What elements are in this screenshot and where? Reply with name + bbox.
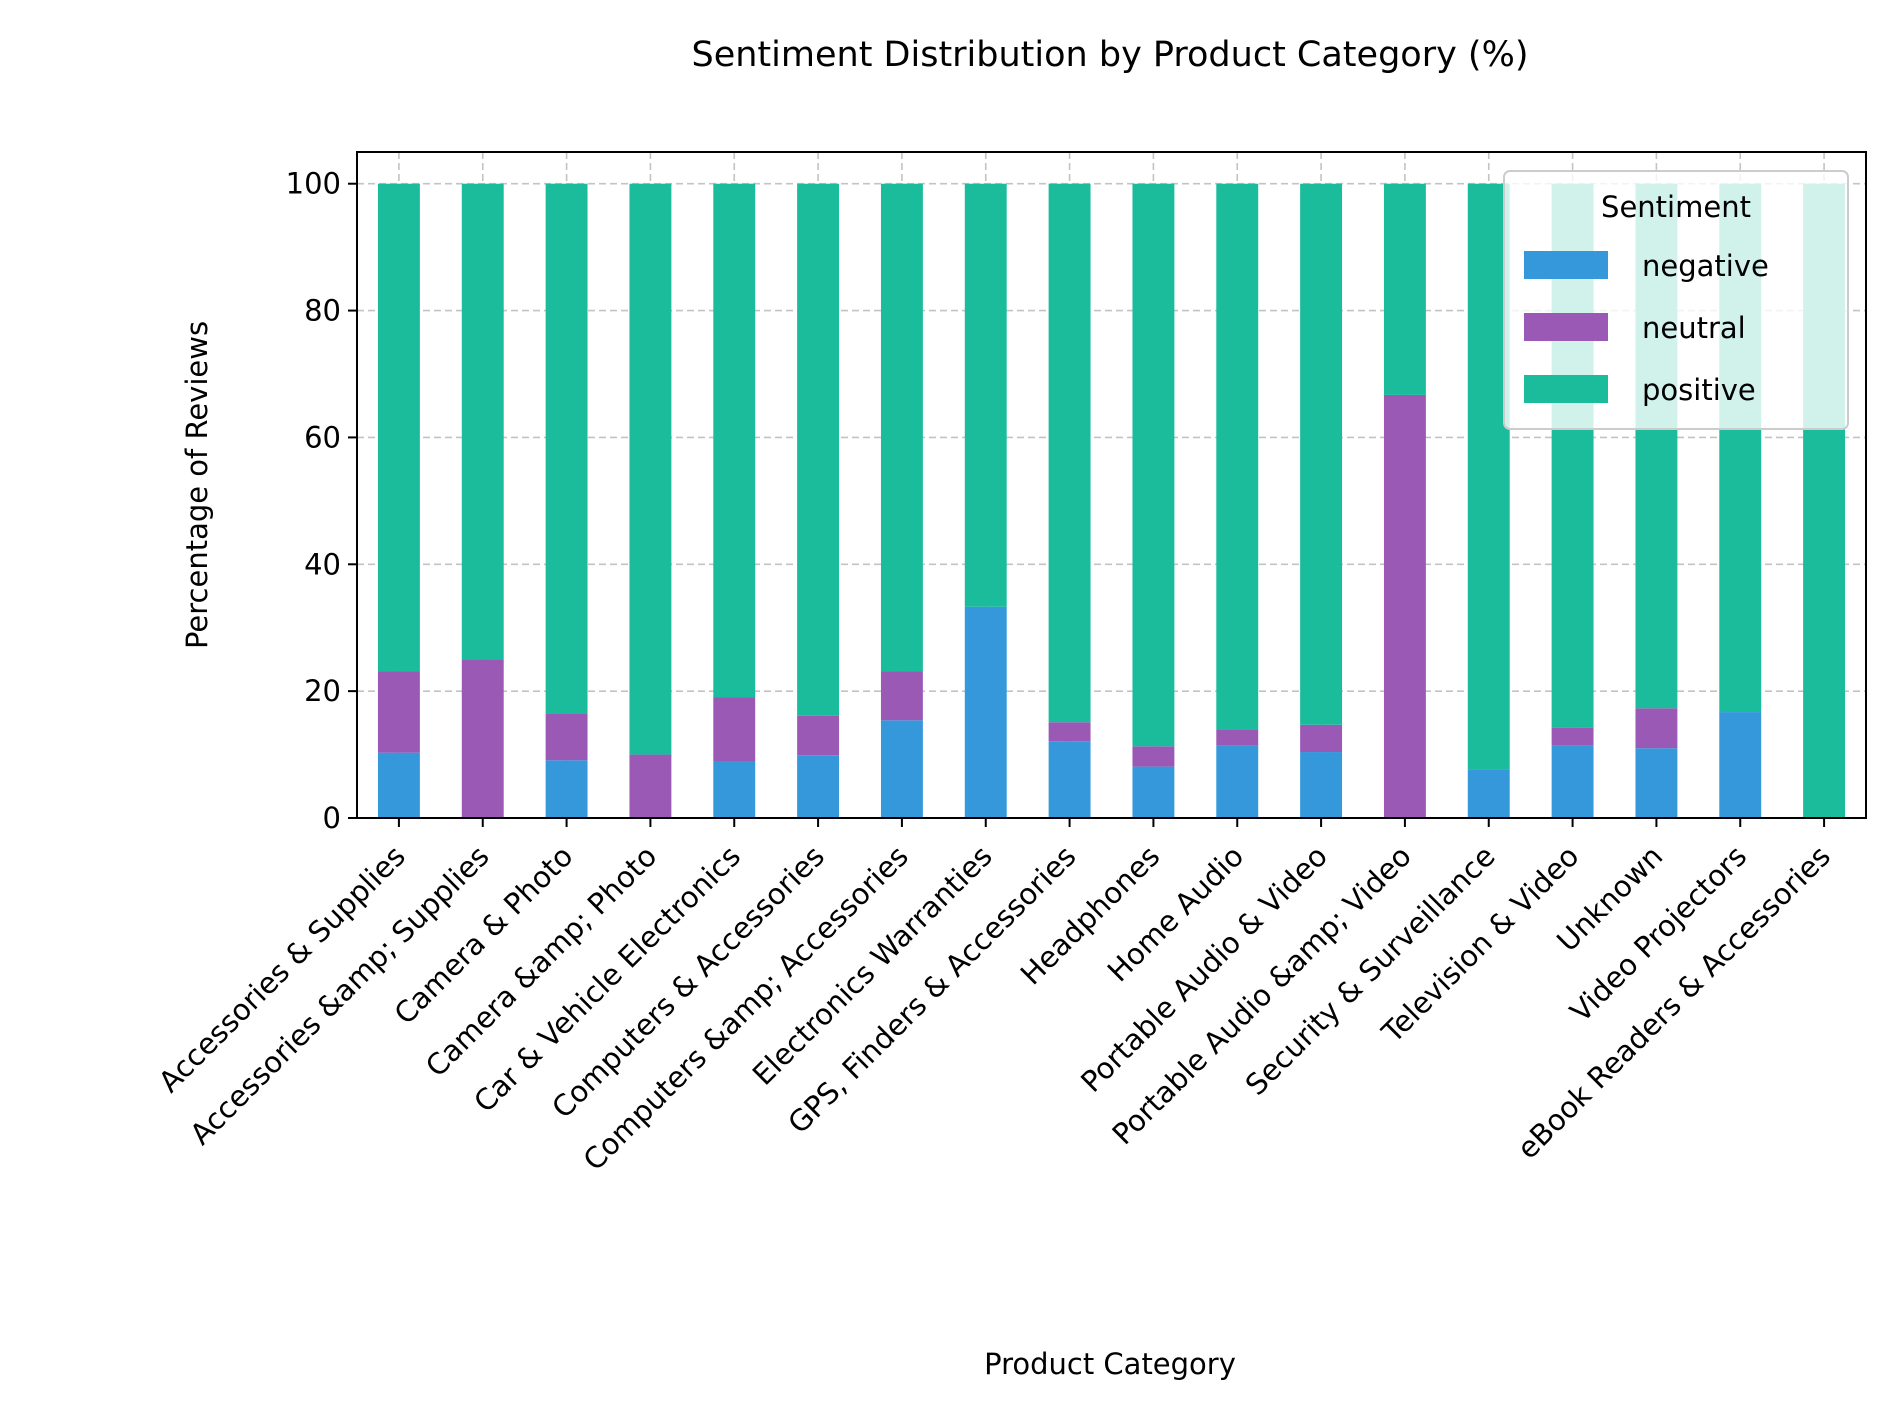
bar-negative (1216, 745, 1259, 818)
bar-positive (461, 183, 504, 660)
legend-label-positive: positive (1642, 373, 1756, 407)
bar-neutral (713, 697, 756, 762)
legend-swatch-positive (1524, 375, 1608, 403)
bar-neutral (1048, 722, 1091, 742)
plot-frame (356, 151, 1867, 819)
bar-neutral (545, 713, 588, 761)
legend-swatch-neutral (1524, 313, 1608, 341)
bar-neutral (461, 659, 504, 818)
bar-neutral (1383, 394, 1426, 818)
bar-negative (545, 760, 588, 818)
bar-positive (629, 183, 672, 755)
bar-negative (713, 761, 756, 818)
bar-neutral (1551, 727, 1594, 746)
bar-positive (1132, 183, 1175, 747)
bar-negative (1048, 741, 1091, 818)
bar-positive (797, 183, 840, 716)
bar-positive (1216, 183, 1259, 730)
x-axis-label: Product Category (984, 1347, 1236, 1381)
bar-negative (880, 720, 923, 818)
legend: Sentiment negative neutral positive (1503, 170, 1849, 430)
x-tick-label: Accessories &amp; Supplies (183, 839, 495, 1151)
bar-positive (880, 183, 923, 672)
bar-negative (1300, 752, 1343, 818)
bar-neutral (880, 671, 923, 721)
bar-negative (1719, 712, 1762, 818)
legend-swatch-negative (1524, 251, 1608, 279)
bars (377, 183, 1846, 818)
bar-positive (1300, 183, 1343, 725)
bar-neutral (629, 754, 672, 818)
bar-neutral (1635, 708, 1678, 749)
bar-neutral (1300, 724, 1343, 753)
x-tick-label: Portable Audio &amp; Video (1106, 839, 1418, 1151)
legend-label-neutral: neutral (1642, 311, 1746, 345)
bar-positive (545, 183, 588, 714)
bar-negative (1551, 745, 1594, 818)
chart-title: Sentiment Distribution by Product Catego… (692, 35, 1529, 75)
y-axis-label: Percentage of Reviews (180, 321, 214, 649)
legend-label-negative: negative (1642, 249, 1769, 283)
bar-negative (797, 755, 840, 818)
bar-negative (1467, 769, 1510, 818)
y-tick-label: 80 (304, 294, 341, 328)
bar-negative (1635, 748, 1678, 818)
bar-neutral (1216, 729, 1259, 746)
bar-neutral (797, 715, 840, 756)
bar-positive (1467, 183, 1510, 770)
bar-neutral (377, 671, 420, 753)
bar-neutral (1132, 746, 1175, 767)
bar-positive (713, 183, 756, 698)
bar-positive (1048, 183, 1091, 723)
bar-positive (1383, 183, 1426, 395)
y-tick-label: 20 (304, 674, 341, 708)
bar-positive (377, 183, 420, 672)
legend-title: Sentiment (1601, 190, 1751, 224)
bar-negative (1132, 766, 1175, 818)
y-tick-label: 40 (304, 547, 341, 581)
legend-box (1503, 170, 1849, 430)
y-tick-label: 60 (304, 420, 341, 454)
bar-positive (964, 183, 1007, 607)
bar-negative (377, 752, 420, 818)
y-tick-label: 0 (323, 801, 341, 835)
y-tick-label: 100 (286, 167, 341, 201)
bar-negative (964, 606, 1007, 818)
